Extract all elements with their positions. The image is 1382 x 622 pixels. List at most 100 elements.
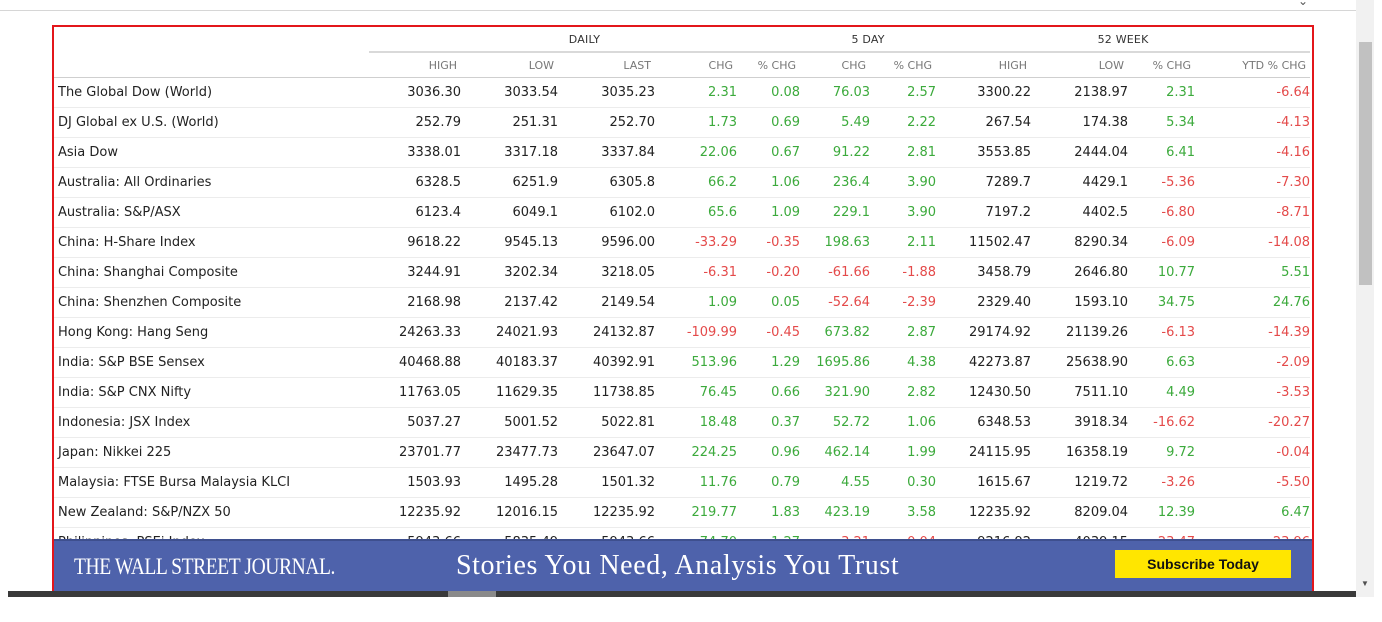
cell-5day-pct-chg: 0.30 — [870, 467, 937, 498]
cell-5day-pct-chg: 2.57 — [870, 77, 937, 108]
cell-ytd-pct-chg: -14.39 — [1195, 317, 1311, 348]
cell-daily-pct-chg: -0.20 — [737, 257, 801, 288]
cell-5day-chg: 673.82 — [800, 317, 871, 348]
cell-52wk-low: 7511.10 — [1031, 377, 1129, 408]
cell-daily-chg: -109.99 — [655, 317, 737, 348]
cell-daily-low: 40183.37 — [461, 347, 558, 378]
cell-daily-last: 11738.85 — [558, 377, 655, 408]
cell-daily-last: 12235.92 — [558, 497, 655, 528]
table-row: India: S&P CNX Nifty 11763.05 11629.35 1173… — [54, 377, 1311, 408]
cell-ytd-pct-chg: -2.09 — [1195, 347, 1311, 378]
cell-5day-pct-chg: 2.87 — [870, 317, 937, 348]
cell-daily-low: 2137.42 — [461, 287, 558, 318]
cell-52wk-pct-chg: 9.72 — [1128, 437, 1196, 468]
vertical-scrollbar[interactable]: ▼ — [1356, 0, 1374, 597]
index-name: Malaysia: FTSE Bursa Malaysia KLCI — [54, 467, 369, 498]
cell-daily-low: 3202.34 — [461, 257, 558, 288]
cell-52wk-pct-chg: -6.80 — [1128, 197, 1196, 228]
cell-daily-last: 6102.0 — [558, 197, 655, 228]
cell-daily-low: 251.31 — [461, 107, 558, 138]
cell-52wk-low: 25638.90 — [1031, 347, 1129, 378]
cell-daily-low: 3317.18 — [461, 137, 558, 168]
cell-52wk-high: 3553.85 — [936, 137, 1032, 168]
cell-52wk-pct-chg: 6.63 — [1128, 347, 1196, 378]
wsj-logo: THE WALL STREET JOURNAL. — [74, 554, 335, 579]
cell-daily-last: 252.70 — [558, 107, 655, 138]
col-header-52wk-high: HIGH — [936, 52, 1032, 78]
cell-daily-high: 11763.05 — [369, 377, 461, 408]
cell-52wk-pct-chg: -6.13 — [1128, 317, 1196, 348]
table-row: Australia: All Ordinaries 6328.5 6251.9 630… — [54, 167, 1311, 198]
col-header-52wk-low: LOW — [1031, 52, 1129, 78]
cell-daily-low: 24021.93 — [461, 317, 558, 348]
col-header-daily-chg: CHG — [655, 52, 737, 78]
col-header-daily-high: HIGH — [369, 52, 461, 78]
cell-52wk-high: 29174.92 — [936, 317, 1032, 348]
cell-daily-high: 5037.27 — [369, 407, 461, 438]
col-header-daily-pct-chg: % CHG — [737, 52, 801, 78]
market-data-panel: DAILY 5 DAY 52 WEEK HIGH LOW LAST CHG % … — [52, 25, 1314, 597]
table-row: The Global Dow (World) 3036.30 3033.54 3035… — [54, 77, 1311, 108]
cell-daily-high: 6123.4 — [369, 197, 461, 228]
cell-daily-last: 9596.00 — [558, 227, 655, 258]
table-row: DJ Global ex U.S. (World) 252.79 251.31 252… — [54, 107, 1311, 138]
cell-52wk-high: 12235.92 — [936, 497, 1032, 528]
cell-daily-last: 2149.54 — [558, 287, 655, 318]
cell-52wk-pct-chg: 12.39 — [1128, 497, 1196, 528]
cell-daily-high: 24263.33 — [369, 317, 461, 348]
chevron-down-icon[interactable]: ⌄ — [1298, 0, 1309, 8]
cell-daily-chg: 219.77 — [655, 497, 737, 528]
cell-52wk-low: 174.38 — [1031, 107, 1129, 138]
index-name: Hong Kong: Hang Seng — [54, 317, 369, 348]
col-header-daily-last: LAST — [558, 52, 655, 78]
cell-daily-chg: -6.31 — [655, 257, 737, 288]
index-name: India: S&P CNX Nifty — [54, 377, 369, 408]
cell-52wk-high: 11502.47 — [936, 227, 1032, 258]
cell-ytd-pct-chg: -8.71 — [1195, 197, 1311, 228]
cell-daily-pct-chg: 0.69 — [737, 107, 801, 138]
cell-daily-pct-chg: 0.96 — [737, 437, 801, 468]
horizontal-scrollbar[interactable] — [8, 591, 1356, 597]
cell-ytd-pct-chg: -3.53 — [1195, 377, 1311, 408]
group-5day: 5 DAY — [800, 27, 937, 53]
cell-daily-pct-chg: -0.45 — [737, 317, 801, 348]
index-name: Australia: All Ordinaries — [54, 167, 369, 198]
cell-daily-high: 3036.30 — [369, 77, 461, 108]
cell-52wk-high: 42273.87 — [936, 347, 1032, 378]
vertical-scrollbar-thumb[interactable] — [1359, 42, 1372, 285]
cell-daily-high: 2168.98 — [369, 287, 461, 318]
scroll-down-arrow-icon[interactable]: ▼ — [1361, 579, 1369, 588]
cell-daily-high: 6328.5 — [369, 167, 461, 198]
cell-daily-last: 23647.07 — [558, 437, 655, 468]
cell-5day-chg: 76.03 — [800, 77, 871, 108]
cell-daily-high: 12235.92 — [369, 497, 461, 528]
cell-daily-high: 1503.93 — [369, 467, 461, 498]
cell-daily-last: 5022.81 — [558, 407, 655, 438]
cell-daily-last: 24132.87 — [558, 317, 655, 348]
cell-52wk-high: 1615.67 — [936, 467, 1032, 498]
cell-52wk-high: 267.54 — [936, 107, 1032, 138]
cell-daily-low: 5001.52 — [461, 407, 558, 438]
cell-52wk-low: 4402.5 — [1031, 197, 1129, 228]
cell-52wk-high: 7289.7 — [936, 167, 1032, 198]
cell-5day-chg: 198.63 — [800, 227, 871, 258]
table-body: The Global Dow (World) 3036.30 3033.54 3035… — [54, 77, 1311, 558]
cell-daily-low: 6049.1 — [461, 197, 558, 228]
name-group-spacer — [54, 27, 369, 52]
index-name: Japan: Nikkei 225 — [54, 437, 369, 468]
cell-ytd-pct-chg: -4.16 — [1195, 137, 1311, 168]
cell-5day-chg: 236.4 — [800, 167, 871, 198]
cell-5day-pct-chg: 2.11 — [870, 227, 937, 258]
horizontal-scrollbar-thumb[interactable] — [448, 591, 496, 597]
column-group-header: DAILY 5 DAY 52 WEEK — [54, 27, 1311, 53]
cell-52wk-pct-chg: 4.49 — [1128, 377, 1196, 408]
subscribe-button[interactable]: Subscribe Today — [1115, 550, 1291, 578]
table-row: Asia Dow 3338.01 3317.18 3337.84 22.06 0.67 91… — [54, 137, 1311, 168]
cell-52wk-low: 1593.10 — [1031, 287, 1129, 318]
cell-5day-chg: 4.55 — [800, 467, 871, 498]
cell-5day-pct-chg: 3.90 — [870, 197, 937, 228]
cell-52wk-high: 3458.79 — [936, 257, 1032, 288]
cell-daily-pct-chg: 0.66 — [737, 377, 801, 408]
wsj-subscribe-banner[interactable]: THE WALL STREET JOURNAL. Stories You Nee… — [54, 539, 1312, 591]
cell-5day-pct-chg: 3.58 — [870, 497, 937, 528]
